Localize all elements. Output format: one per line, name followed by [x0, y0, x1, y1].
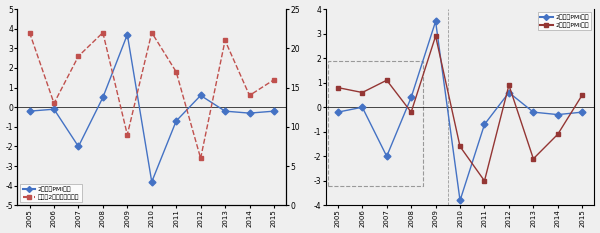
Legend: 2月官方PMI变动, 春节在2月天数（右轴）: 2月官方PMI变动, 春节在2月天数（右轴） — [20, 184, 82, 202]
Legend: 2月官方PMI变动, 2月汇丰PMI变动: 2月官方PMI变动, 2月汇丰PMI变动 — [538, 12, 592, 30]
Bar — [328, 61, 424, 186]
